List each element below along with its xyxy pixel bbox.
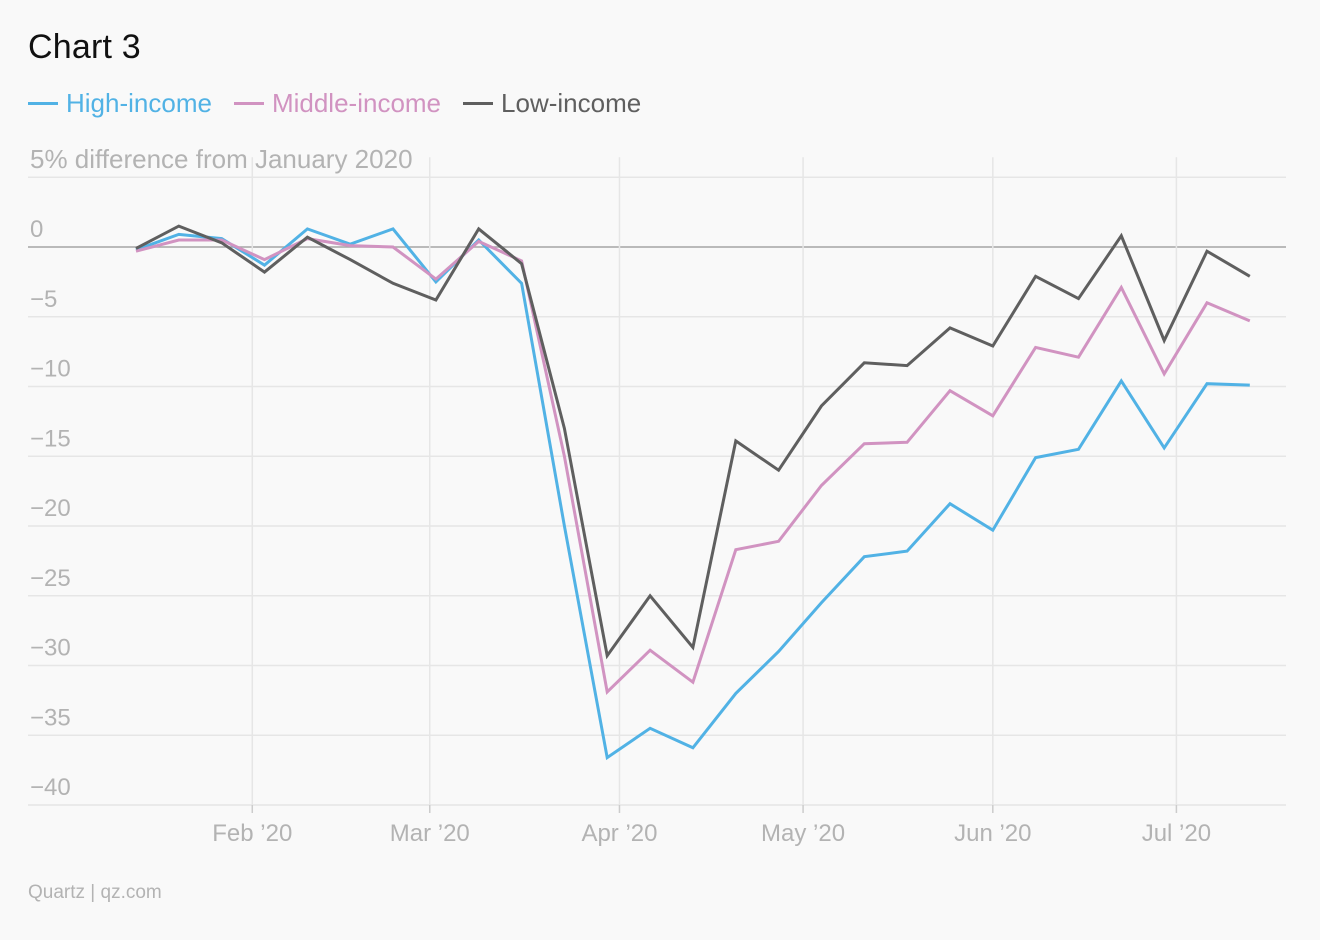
y-axis-label: 5% difference from January 2020 [30, 144, 413, 174]
y-tick-label: −15 [30, 425, 71, 452]
y-tick-label: −10 [30, 356, 71, 383]
legend-swatch-high-income [28, 102, 58, 105]
legend-item-low-income: Low-income [463, 88, 641, 119]
y-tick-label: −5 [30, 286, 57, 313]
x-tick-label: Mar ’20 [390, 820, 470, 847]
y-tick-label: −20 [30, 495, 71, 522]
legend-item-high-income: High-income [28, 88, 212, 119]
x-tick-label: May ’20 [761, 820, 845, 847]
y-axis-ticks: 0 −5 −10 −15 −20 −25 −30 −35 −40 [30, 216, 71, 801]
x-axis-ticks: Feb ’20 Mar ’20 Apr ’20 May ’20 Jun ’20 Jul ’… [212, 805, 1211, 847]
legend-label-low-income: Low-income [501, 88, 642, 118]
legend-label-high-income: High-income [66, 88, 212, 118]
y-tick-label: −25 [30, 565, 71, 592]
legend-swatch-middle-income [233, 102, 264, 105]
gridlines [28, 157, 1286, 806]
y-tick-label: −40 [30, 774, 71, 801]
series-lines [135, 224, 1251, 761]
y-tick-label: −30 [30, 635, 71, 662]
chart-title: Chart 3 [28, 28, 141, 66]
legend-swatch-low-income [463, 102, 494, 105]
y-tick-label: 0 [30, 216, 43, 243]
legend-item-middle-income: Middle-income [233, 88, 442, 119]
legend: High-income Middle-income Low-income [28, 88, 641, 119]
source-credit: Quartz | qz.com [28, 882, 162, 903]
series-line-high-income [135, 227, 1250, 761]
x-tick-label: Feb ’20 [212, 820, 292, 847]
y-tick-label: −35 [30, 704, 71, 731]
legend-label-middle-income: Middle-income [271, 88, 442, 118]
series-line-middle-income [135, 237, 1251, 696]
x-tick-label: Jun ’20 [954, 820, 1031, 847]
x-tick-label: Apr ’20 [581, 820, 657, 847]
series-line-low-income [135, 224, 1251, 660]
x-tick-label: Jul ’20 [1142, 820, 1211, 847]
